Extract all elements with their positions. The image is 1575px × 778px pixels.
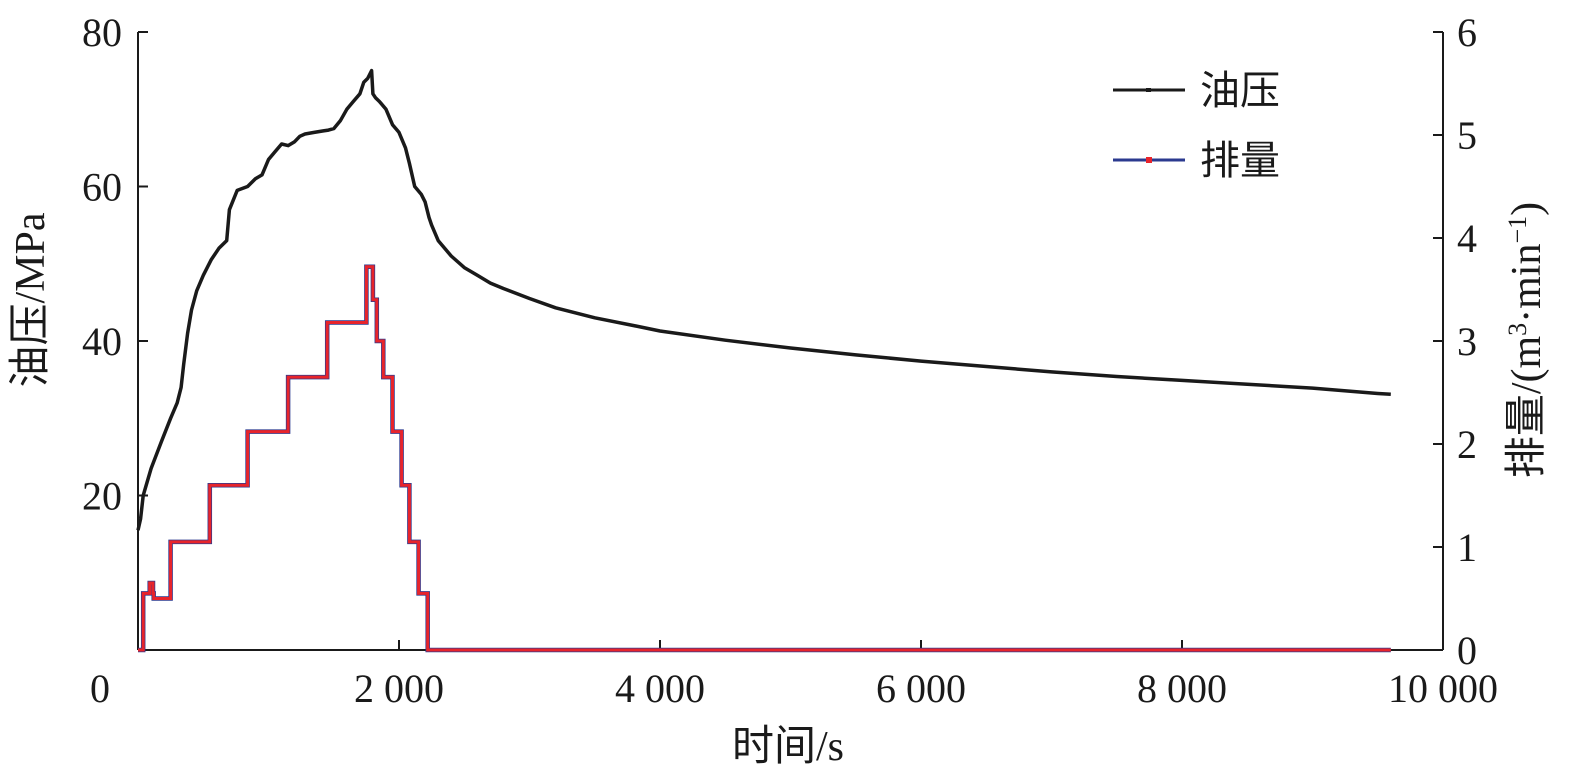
y-right-tick-label: 5 <box>1457 113 1477 158</box>
y-right-title-mid: ·min <box>1504 244 1550 323</box>
y-right-tick-label: 1 <box>1457 525 1477 570</box>
y-right-axis-ticks: 0 1 2 3 4 5 6 <box>1433 10 1477 673</box>
plot-frame <box>137 32 1444 651</box>
y-left-axis-title: 油压/MPa <box>8 212 54 387</box>
y-right-title-base: 排量/(m <box>1504 336 1550 479</box>
y-right-tick-label: 2 <box>1457 422 1477 467</box>
y-left-tick-label: 20 <box>82 474 122 519</box>
legend-label-oil-pressure: 油压 <box>1200 68 1280 114</box>
y-right-title-sup1: 3 <box>1503 323 1532 336</box>
legend-marker-oil-pressure <box>1146 88 1151 92</box>
y-left-tick-label: 80 <box>82 10 122 55</box>
legend: 油压 排量 <box>1113 68 1280 184</box>
y-right-title-sup2: −1 <box>1503 216 1532 244</box>
x-tick-label: 6 000 <box>876 666 966 711</box>
x-tick-label: 0 <box>90 666 110 711</box>
x-tick-label: 4 000 <box>615 666 705 711</box>
y-right-tick-label: 4 <box>1457 216 1477 261</box>
x-axis-title: 时间/s <box>732 724 844 770</box>
y-right-tick-label: 3 <box>1457 319 1477 364</box>
y-right-title-end: ) <box>1504 202 1550 216</box>
y-left-tick-label: 40 <box>82 319 122 364</box>
y-right-tick-label: 0 <box>1457 628 1477 673</box>
x-tick-label: 8 000 <box>1137 666 1227 711</box>
x-tick-label: 2 000 <box>354 666 444 711</box>
legend-marker-rate <box>1146 157 1152 163</box>
y-left-tick-label: 60 <box>82 165 122 210</box>
series-line-rate <box>138 265 1391 652</box>
legend-label-rate: 排量 <box>1200 138 1280 184</box>
series-layer <box>136 68 1391 653</box>
series-line-oil-pressure <box>136 68 1391 531</box>
y-right-tick-label: 6 <box>1457 10 1477 55</box>
x-axis-ticks: 0 2 000 4 000 6 000 8 000 10 000 <box>90 640 1498 711</box>
y-right-axis-title: 排量/(m3·min−1) <box>1503 202 1551 478</box>
x-tick-label: 10 000 <box>1388 666 1498 711</box>
y-left-axis-ticks: 20 40 60 80 <box>82 10 148 519</box>
